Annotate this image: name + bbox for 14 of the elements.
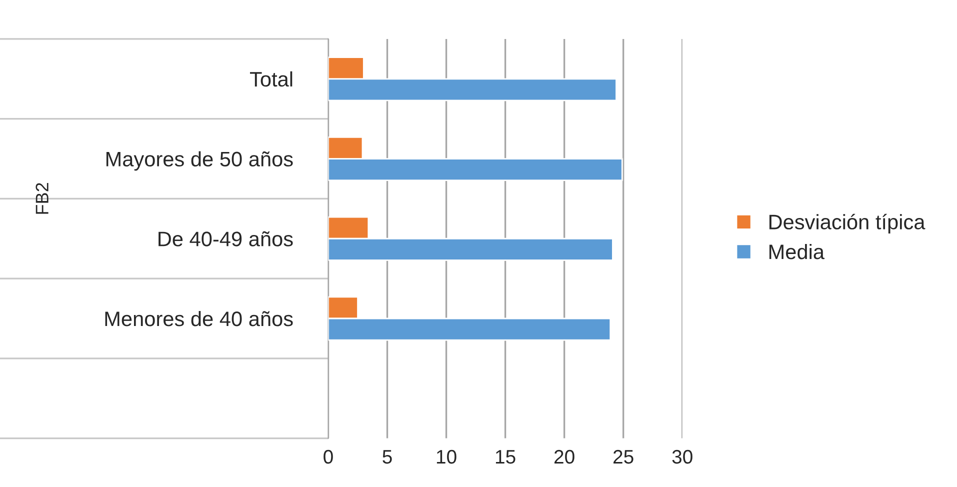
x-tick-label: 0 bbox=[324, 450, 333, 464]
x-tick-label: 10 bbox=[436, 450, 456, 464]
x-tick-label: 30 bbox=[672, 450, 692, 464]
y-tick-label: De 40-49 años bbox=[158, 231, 293, 246]
y-tick-label: Menores de 40 años bbox=[105, 310, 293, 326]
y-tick-label: Mayores de 50 años bbox=[106, 151, 293, 171]
y-tick-label: Total bbox=[250, 71, 292, 87]
x-tick-label: 15 bbox=[496, 450, 516, 464]
x-tick-label: 5 bbox=[382, 450, 392, 464]
legend-label: Media bbox=[769, 244, 824, 260]
x-tick-label: 25 bbox=[613, 450, 634, 464]
y-axis-title: FB2 bbox=[36, 183, 48, 214]
legend-label: Desviación típica bbox=[769, 214, 926, 234]
x-tick-label: 20 bbox=[554, 450, 574, 464]
